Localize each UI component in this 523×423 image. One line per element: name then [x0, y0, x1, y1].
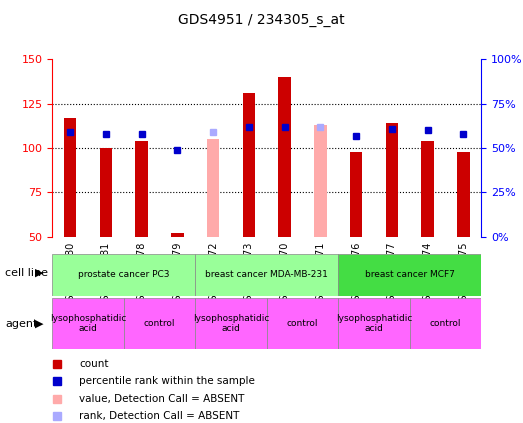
FancyBboxPatch shape — [267, 254, 302, 296]
Text: lysophosphatidic
acid: lysophosphatidic acid — [50, 314, 126, 333]
FancyBboxPatch shape — [231, 254, 267, 296]
Bar — [207, 139, 219, 237]
FancyBboxPatch shape — [124, 254, 160, 296]
Bar — [100, 148, 112, 237]
Text: cell line: cell line — [5, 268, 48, 278]
Text: agent: agent — [5, 319, 38, 329]
Bar — [171, 233, 184, 237]
Bar — [422, 141, 434, 237]
Text: ▶: ▶ — [35, 319, 43, 329]
Text: control: control — [287, 319, 318, 328]
FancyBboxPatch shape — [446, 254, 481, 296]
Bar — [243, 93, 255, 237]
Text: breast cancer MCF7: breast cancer MCF7 — [365, 270, 454, 280]
FancyBboxPatch shape — [52, 254, 88, 296]
Bar — [314, 125, 326, 237]
FancyBboxPatch shape — [160, 254, 195, 296]
Text: lysophosphatidic
acid: lysophosphatidic acid — [336, 314, 412, 333]
FancyBboxPatch shape — [124, 298, 195, 349]
Text: breast cancer MDA-MB-231: breast cancer MDA-MB-231 — [206, 270, 328, 280]
Bar — [350, 151, 362, 237]
FancyBboxPatch shape — [52, 298, 124, 349]
FancyBboxPatch shape — [195, 254, 231, 296]
Text: value, Detection Call = ABSENT: value, Detection Call = ABSENT — [79, 393, 244, 404]
FancyBboxPatch shape — [195, 298, 267, 349]
Bar — [385, 123, 398, 237]
FancyBboxPatch shape — [267, 298, 338, 349]
FancyBboxPatch shape — [195, 254, 338, 296]
Text: rank, Detection Call = ABSENT: rank, Detection Call = ABSENT — [79, 411, 240, 421]
FancyBboxPatch shape — [338, 254, 374, 296]
FancyBboxPatch shape — [410, 298, 481, 349]
Text: control: control — [144, 319, 175, 328]
FancyBboxPatch shape — [88, 254, 124, 296]
Bar — [64, 118, 76, 237]
Bar — [278, 77, 291, 237]
FancyBboxPatch shape — [302, 254, 338, 296]
FancyBboxPatch shape — [374, 254, 410, 296]
FancyBboxPatch shape — [338, 298, 410, 349]
FancyBboxPatch shape — [52, 254, 195, 296]
Text: ▶: ▶ — [35, 268, 43, 278]
FancyBboxPatch shape — [338, 254, 481, 296]
FancyBboxPatch shape — [410, 254, 446, 296]
Text: GDS4951 / 234305_s_at: GDS4951 / 234305_s_at — [178, 13, 345, 27]
Text: control: control — [430, 319, 461, 328]
Bar — [457, 151, 470, 237]
Text: prostate cancer PC3: prostate cancer PC3 — [78, 270, 169, 280]
Text: percentile rank within the sample: percentile rank within the sample — [79, 376, 255, 386]
Text: count: count — [79, 359, 108, 369]
Text: lysophosphatidic
acid: lysophosphatidic acid — [193, 314, 269, 333]
Bar — [135, 141, 148, 237]
